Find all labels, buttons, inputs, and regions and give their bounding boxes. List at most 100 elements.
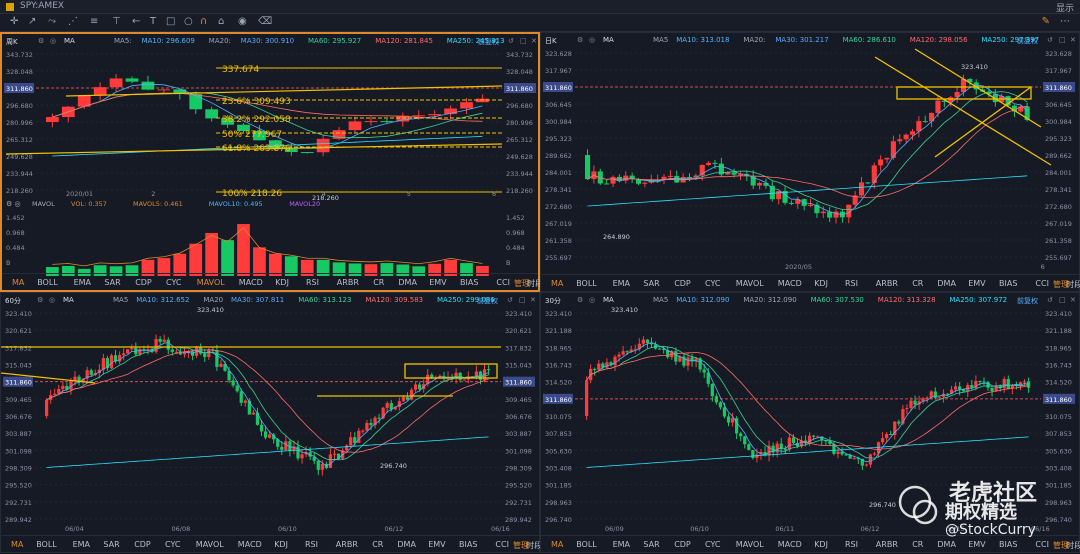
indicator-tab[interactable]: MA — [551, 540, 564, 549]
indicator-tab[interactable]: KDJ — [814, 540, 828, 549]
indicator-tab[interactable]: EMV — [968, 540, 986, 549]
trend-tool-icon[interactable]: ⋰ — [68, 16, 78, 27]
maximize-icon[interactable]: □ — [1059, 36, 1066, 44]
line-tool-icon[interactable]: ↗ — [28, 16, 37, 27]
price-chart[interactable]: 323.410 323.410 321.188 321.188 318.965 318.9… — [541, 307, 1077, 536]
indicator-tab[interactable]: CCI — [1035, 279, 1049, 288]
period-label[interactable]: 30分 — [545, 297, 561, 305]
indicator-tab[interactable]: 时段 — [526, 541, 543, 550]
manage-button[interactable]: 管理 — [1053, 280, 1069, 289]
eye-icon[interactable]: ◎ — [49, 296, 56, 304]
indicator-tab[interactable]: DMA — [397, 540, 416, 549]
indicator-tab[interactable]: CCI — [495, 540, 509, 549]
period-label[interactable]: 日K — [545, 37, 557, 45]
indicator-tab[interactable]: CDP — [674, 540, 691, 549]
period-label[interactable]: 周K — [6, 38, 18, 46]
indicator-tab[interactable]: CDP — [134, 540, 151, 549]
indicator-tab[interactable]: BIAS — [999, 540, 1018, 549]
indicator-tab[interactable]: DMA — [937, 540, 956, 549]
price-chart[interactable]: 343.732 343.732 328.048 328.048 311.860 311.8… — [2, 48, 538, 276]
ma-label[interactable]: MA — [64, 37, 75, 45]
indicator-tab[interactable]: RSI — [306, 278, 319, 287]
indicator-tab[interactable]: DMA — [937, 279, 956, 288]
indicator-tab[interactable]: EMV — [428, 540, 446, 549]
price-chart[interactable]: 323.628 323.628 317.967 317.967 311.860 311.8… — [541, 47, 1077, 275]
adjust-label[interactable]: 前复权 — [1017, 297, 1038, 305]
chart-panel-p3[interactable]: 60分 ⚙ ◎ MA MA5 MA10: 312.652 MA20 MA30: 307.811… — [0, 292, 543, 553]
indicator-tab[interactable]: KDJ — [275, 278, 289, 287]
maximize-icon[interactable]: □ — [1059, 296, 1066, 304]
close-icon[interactable]: ✕ — [1070, 296, 1076, 304]
refresh-icon[interactable]: ↺ — [1047, 296, 1053, 304]
indicator-tab[interactable]: ARBR — [335, 540, 358, 549]
indicator-tab[interactable]: RSI — [845, 540, 858, 549]
indicator-tab[interactable]: CCI — [496, 278, 510, 287]
indicator-tab[interactable]: EMV — [429, 278, 447, 287]
indicator-tab[interactable]: MACD — [777, 279, 802, 288]
indicator-tab[interactable]: MAVOL — [196, 278, 225, 287]
indicator-tab[interactable]: EMA — [612, 540, 631, 549]
indicator-tab[interactable]: MA — [551, 279, 564, 288]
indicator-tab[interactable]: CDP — [674, 279, 691, 288]
ma-label[interactable]: MA — [603, 36, 614, 44]
eye-icon[interactable]: ◎ — [589, 36, 596, 44]
chart-panel-p2[interactable]: 日K ⚙ ◎ MA MA5 MA10: 313.018 MA20: MA30: 301.217… — [540, 32, 1080, 292]
magnet-icon[interactable]: ∩ — [200, 16, 208, 27]
settings-icon[interactable]: ⚙ — [577, 36, 584, 44]
indicator-tab[interactable]: CDP — [135, 278, 152, 287]
adjust-label[interactable]: 前复权 — [477, 297, 498, 305]
indicator-tab[interactable]: BIAS — [460, 278, 479, 287]
indicator-tab[interactable]: RSI — [845, 279, 858, 288]
indicator-tab[interactable]: CYC — [705, 279, 721, 288]
circle-tool-icon[interactable]: ○ — [184, 16, 193, 27]
indicator-tab[interactable]: CYC — [705, 540, 721, 549]
lock-icon[interactable]: ⌂ — [218, 16, 225, 27]
indicator-tab[interactable]: MACD — [238, 278, 263, 287]
indicator-tab[interactable]: MAVOL — [195, 540, 224, 549]
indicator-tab[interactable]: MACD — [777, 540, 802, 549]
ray-tool-icon[interactable]: ⤳ — [48, 16, 56, 27]
arrow-tool-icon[interactable]: ← — [132, 16, 141, 27]
ma-label[interactable]: MA — [63, 296, 74, 304]
indicator-tab[interactable]: KDJ — [274, 540, 288, 549]
indicator-tab[interactable]: CCI — [1035, 540, 1049, 549]
indicator-tab[interactable]: ARBR — [875, 540, 898, 549]
indicator-tab[interactable]: EMA — [612, 279, 631, 288]
indicator-tab[interactable]: EMA — [73, 278, 92, 287]
indicator-tab[interactable]: BOLL — [576, 279, 597, 288]
indicator-tab[interactable]: CR — [373, 278, 385, 287]
settings-icon[interactable]: ⚙ — [38, 37, 45, 45]
maximize-icon[interactable]: □ — [520, 37, 527, 45]
delete-icon[interactable]: ⌫ — [258, 16, 273, 27]
indicator-tab[interactable]: ARBR — [336, 278, 359, 287]
price-chart[interactable]: 323.410 323.410 320.621 320.621 317.832 317.8… — [1, 307, 537, 536]
indicator-tab[interactable]: SAR — [643, 279, 660, 288]
indicator-tab[interactable]: 时段 — [1066, 541, 1080, 550]
indicator-tab[interactable]: RSI — [305, 540, 318, 549]
manage-button[interactable]: 管理 — [1053, 541, 1069, 550]
volume-settings-icon[interactable]: ⚙ ◎ — [6, 200, 21, 208]
indicator-tab[interactable]: BIAS — [999, 279, 1018, 288]
more-icon[interactable]: ⋯ — [1060, 16, 1070, 27]
manage-button[interactable]: 管理 — [514, 279, 530, 288]
chart-panel-p4[interactable]: 30分 ⚙ ◎ MA MA5 MA10: 312.090 MA20: 312.090 MA60… — [540, 292, 1080, 553]
indicator-tab[interactable]: CYC — [165, 540, 181, 549]
indicator-tab[interactable]: DMA — [398, 278, 417, 287]
indicator-tab[interactable]: MAVOL — [735, 279, 764, 288]
indicator-tab[interactable]: CR — [912, 540, 924, 549]
indicator-tab[interactable]: BIAS — [459, 540, 478, 549]
indicator-tab[interactable]: SAR — [103, 540, 120, 549]
display-menu[interactable]: 显示 — [1055, 4, 1074, 14]
close-icon[interactable]: ✕ — [530, 296, 536, 304]
indicator-tab[interactable]: ARBR — [875, 279, 898, 288]
indicator-tab[interactable]: EMA — [72, 540, 91, 549]
adjust-label[interactable]: 前复权 — [1017, 37, 1038, 45]
manage-button[interactable]: 管理 — [513, 541, 529, 550]
indicator-tab[interactable]: KDJ — [814, 279, 828, 288]
indicator-tab[interactable]: MA — [12, 278, 25, 287]
crosshair-icon[interactable]: ✛ — [10, 16, 19, 27]
ma-label[interactable]: MA — [603, 296, 614, 304]
indicator-tab[interactable]: CYC — [166, 278, 182, 287]
eye-icon[interactable]: ◉ — [238, 16, 247, 27]
rect-tool-icon[interactable]: □ — [166, 16, 176, 27]
